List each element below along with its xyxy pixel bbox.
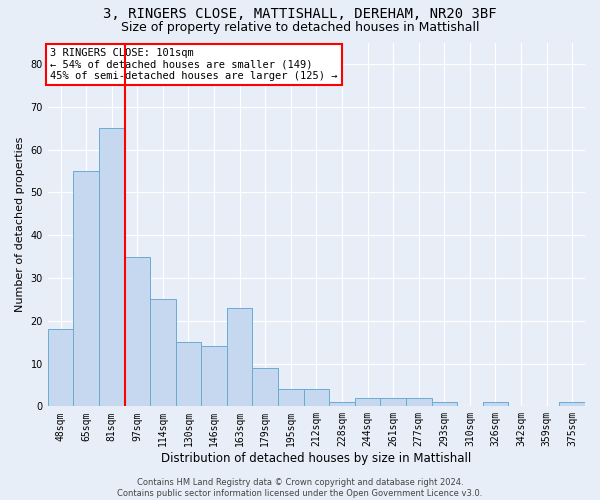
Bar <box>253 368 278 406</box>
X-axis label: Distribution of detached houses by size in Mattishall: Distribution of detached houses by size … <box>161 452 472 465</box>
Bar <box>380 398 406 406</box>
Bar <box>73 171 99 406</box>
Bar <box>201 346 227 406</box>
Bar <box>482 402 508 406</box>
Bar <box>227 308 253 406</box>
Bar <box>48 330 73 406</box>
Bar <box>150 300 176 406</box>
Bar <box>355 398 380 406</box>
Bar <box>278 389 304 406</box>
Bar <box>176 342 201 406</box>
Text: Size of property relative to detached houses in Mattishall: Size of property relative to detached ho… <box>121 21 479 34</box>
Bar <box>125 256 150 406</box>
Y-axis label: Number of detached properties: Number of detached properties <box>15 136 25 312</box>
Bar <box>304 389 329 406</box>
Bar <box>99 128 125 406</box>
Bar <box>406 398 431 406</box>
Bar <box>431 402 457 406</box>
Bar <box>329 402 355 406</box>
Text: 3, RINGERS CLOSE, MATTISHALL, DEREHAM, NR20 3BF: 3, RINGERS CLOSE, MATTISHALL, DEREHAM, N… <box>103 8 497 22</box>
Text: Contains HM Land Registry data © Crown copyright and database right 2024.
Contai: Contains HM Land Registry data © Crown c… <box>118 478 482 498</box>
Text: 3 RINGERS CLOSE: 101sqm
← 54% of detached houses are smaller (149)
45% of semi-d: 3 RINGERS CLOSE: 101sqm ← 54% of detache… <box>50 48 338 81</box>
Bar <box>559 402 585 406</box>
